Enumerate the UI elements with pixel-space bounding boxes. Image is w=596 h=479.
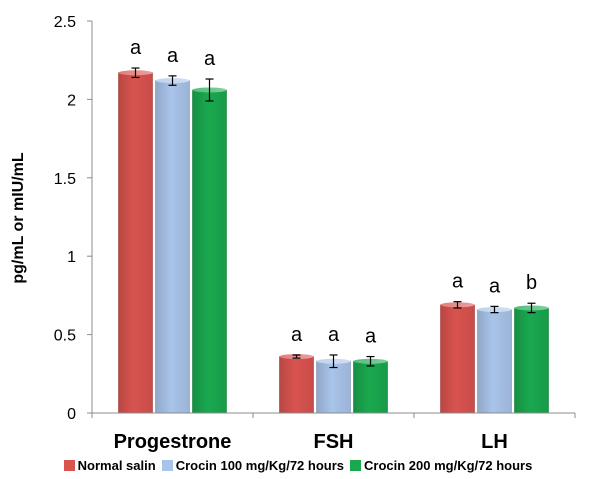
error-bar [292,354,301,359]
bars: a a a a a a a a b [118,37,549,414]
legend-label: Crocin 200 mg/Kg/72 hours [364,457,533,473]
y-axis: 0 0.5 1 1.5 2 2.5 [54,14,93,423]
bar [514,307,549,414]
significance-label: a [452,271,464,293]
legend-item: Crocin 100 mg/Kg/72 hours [161,457,345,473]
legend-label: Normal salin [77,457,156,473]
bar [440,304,475,414]
legend-swatch [161,459,173,471]
significance-label: a [328,324,340,346]
error-bar [168,75,177,86]
x-category-label: FSH [314,431,354,453]
y-tick-label: 0 [67,406,76,423]
x-category-label: LH [481,431,508,453]
bar [477,309,512,414]
bar [353,360,388,414]
significance-label: b [526,272,537,294]
error-bar [205,78,214,102]
error-bar [490,305,499,314]
y-tick-label: 1 [67,249,76,266]
legend-swatch [63,459,75,471]
bar [155,80,190,414]
bar [118,72,153,414]
significance-label: a [167,45,179,67]
bar-chart: 00.511.522.5 a a aa a aa a b Progestrone FSH LH … [10,14,576,453]
error-bar [329,354,338,369]
y-axis-label: pg/mL or mIU/mL [10,152,27,283]
bar [279,356,314,414]
legend-item: Crocin 200 mg/Kg/72 hours [350,458,532,473]
significance-label: a [291,324,303,346]
y-tick-label: 1.5 [54,171,76,188]
error-bar [527,302,536,314]
y-tick-label: 2.5 [54,14,76,31]
significance-label: a [204,48,216,70]
error-bar [453,301,462,309]
legend-swatch [350,459,362,471]
x-axis: Progestrone FSH LH [91,412,576,453]
y-tick-label: 0.5 [54,328,76,345]
legend: Normal salin Crocin 100 mg/Kg/72 hours Cro… [0,455,596,475]
legend-item: Normal salin [63,457,156,473]
y-tick-label: 2 [67,92,76,109]
error-bar [366,355,375,367]
significance-label: a [130,37,142,59]
bar [316,360,351,414]
x-category-label: Progestrone [114,431,232,453]
legend-label: Crocin 100 mg/Kg/72 hours [175,457,345,473]
significance-label: a [489,275,501,297]
significance-label: a [365,326,377,348]
bar [192,89,227,414]
error-bar [131,67,140,79]
